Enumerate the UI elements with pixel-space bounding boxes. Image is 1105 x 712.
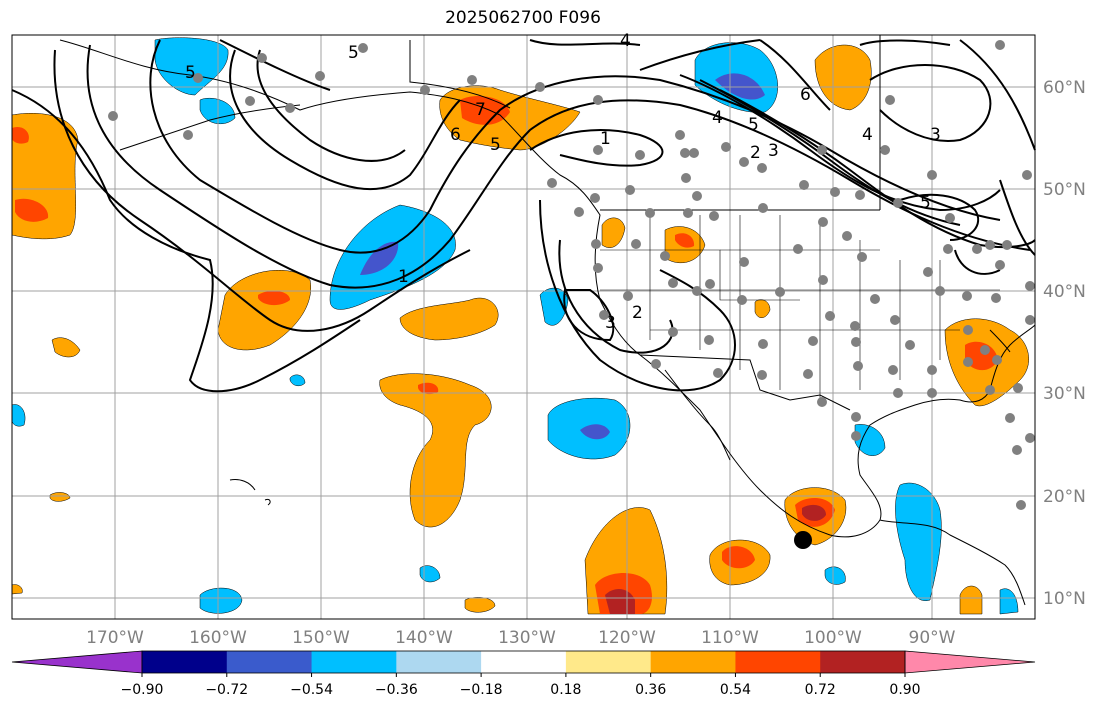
neg-anomaly-area	[154, 37, 229, 96]
lat-axis: 60°N 50°N 40°N 30°N 20°N 10°N	[1043, 78, 1086, 609]
contour-label: 1	[600, 129, 611, 149]
contour-label: 5	[920, 193, 931, 213]
neg-anomaly-area	[289, 374, 306, 387]
colorbar: −0.90 −0.72 −0.54 −0.36 −0.18 0.18 0.36 0.54 0.7…	[11, 650, 1036, 698]
contour-lines	[11, 39, 1036, 393]
lon-label: 90°W	[909, 628, 956, 648]
colorbar-tick-label: −0.18	[460, 682, 503, 698]
colorbar-tick-label: 0.72	[805, 682, 836, 698]
colorbar-segment	[565, 651, 652, 673]
neg-anomaly-area	[854, 424, 886, 456]
neg-anomaly-area	[539, 287, 569, 326]
colorbar-tick-label: −0.54	[290, 682, 333, 698]
colorbar-extend-max	[904, 650, 1036, 674]
pos-anomaly-area	[217, 269, 312, 351]
contour-label: 5	[185, 63, 196, 83]
lon-label: 140°W	[395, 628, 453, 648]
pos-anomaly-area	[15, 198, 49, 222]
neg-anomaly-area	[895, 482, 942, 601]
neg-anomaly-area	[580, 424, 610, 440]
marker-dot	[794, 531, 812, 549]
colorbar-tick-label: −0.90	[121, 682, 164, 698]
lon-label: 160°W	[189, 628, 247, 648]
pos-anomaly-area	[464, 597, 496, 613]
lat-label: 10°N	[1043, 589, 1086, 609]
colorbar-tick-label: 0.54	[720, 682, 751, 698]
station-dots	[108, 40, 1035, 510]
contour-label: 4	[712, 108, 723, 128]
pos-anomaly-area	[675, 233, 695, 248]
pos-anomaly-area	[814, 44, 872, 111]
lat-label: 30°N	[1043, 384, 1086, 404]
map-frame	[11, 34, 1036, 620]
contour-label: 7	[475, 100, 486, 120]
contour-label: 2	[632, 303, 643, 323]
colorbar-segment	[650, 651, 736, 673]
neg-anomaly-area	[11, 404, 26, 427]
pos-anomaly-area	[12, 126, 29, 144]
neg-anomaly-area	[999, 588, 1019, 615]
lon-label: 150°W	[292, 628, 350, 648]
pos-anomaly-area	[11, 584, 23, 595]
map-title: 2025062700 F096	[445, 8, 601, 28]
lon-label: 110°W	[701, 628, 759, 648]
pos-anomaly-area	[460, 96, 510, 125]
contour-label: 5	[748, 115, 759, 135]
contour-label: 3	[768, 141, 779, 161]
lat-label: 40°N	[1043, 282, 1086, 302]
anomaly-shading	[11, 37, 1029, 615]
colorbar-outline	[141, 650, 906, 674]
pos-anomaly-area	[959, 585, 983, 615]
colorbar-segment	[311, 651, 397, 673]
contour-label: 3	[930, 125, 941, 145]
lon-axis: 170°W 160°W 150°W 140°W 130°W 120°W 110°…	[86, 628, 956, 648]
contour-label: 4	[862, 125, 873, 145]
pos-anomaly-area	[418, 382, 439, 395]
contour-label: 6	[800, 85, 811, 105]
lon-label: 130°W	[498, 628, 556, 648]
colorbar-tick-label: −0.36	[375, 682, 418, 698]
pos-anomaly-area	[601, 217, 626, 248]
colorbar-segment	[481, 651, 567, 673]
colorbar-segment	[820, 651, 906, 673]
pos-anomaly-area	[379, 373, 492, 528]
colorbar-segment	[735, 651, 821, 673]
neg-anomaly-area	[715, 73, 765, 100]
colorbar-tick-label: 0.18	[550, 682, 581, 698]
neg-anomaly-area	[360, 241, 399, 275]
contour-labels: 5 5 5 4 6 7 1 1 2 3 2 3 4 5 6 3 4 5	[185, 31, 941, 333]
colorbar-tick-label: 0.90	[889, 682, 920, 698]
lat-label: 20°N	[1043, 487, 1086, 507]
pos-anomaly-area	[802, 504, 826, 521]
lon-label: 120°W	[598, 628, 656, 648]
contour-label: 3	[605, 313, 616, 333]
lon-label: 100°W	[804, 628, 862, 648]
state-borders	[600, 215, 1000, 400]
contour-label: 1	[398, 267, 409, 287]
colorbar-segment	[142, 651, 228, 673]
colorbar-tick-label: −0.72	[205, 682, 248, 698]
contour-label: 5	[348, 43, 359, 63]
colorbar-tick-label: 0.36	[635, 682, 666, 698]
lat-label: 50°N	[1043, 180, 1086, 200]
lat-label: 60°N	[1043, 78, 1086, 98]
contour-label: 2	[750, 143, 761, 163]
contour-label: 5	[490, 135, 501, 155]
colorbar-segment	[226, 651, 313, 673]
colorbar-extend-min	[11, 650, 143, 674]
pos-anomaly-area	[49, 492, 71, 502]
pos-anomaly-area	[258, 290, 290, 306]
contour-label: 4	[620, 31, 631, 51]
pos-anomaly-area	[399, 297, 499, 341]
neg-anomaly-area	[419, 565, 441, 583]
contour-label: 6	[450, 125, 461, 145]
colorbar-segment	[396, 651, 482, 673]
neg-anomaly-area	[199, 587, 243, 614]
neg-anomaly-area	[824, 566, 846, 585]
pos-anomaly-area	[51, 337, 81, 358]
lon-label: 170°W	[86, 628, 144, 648]
